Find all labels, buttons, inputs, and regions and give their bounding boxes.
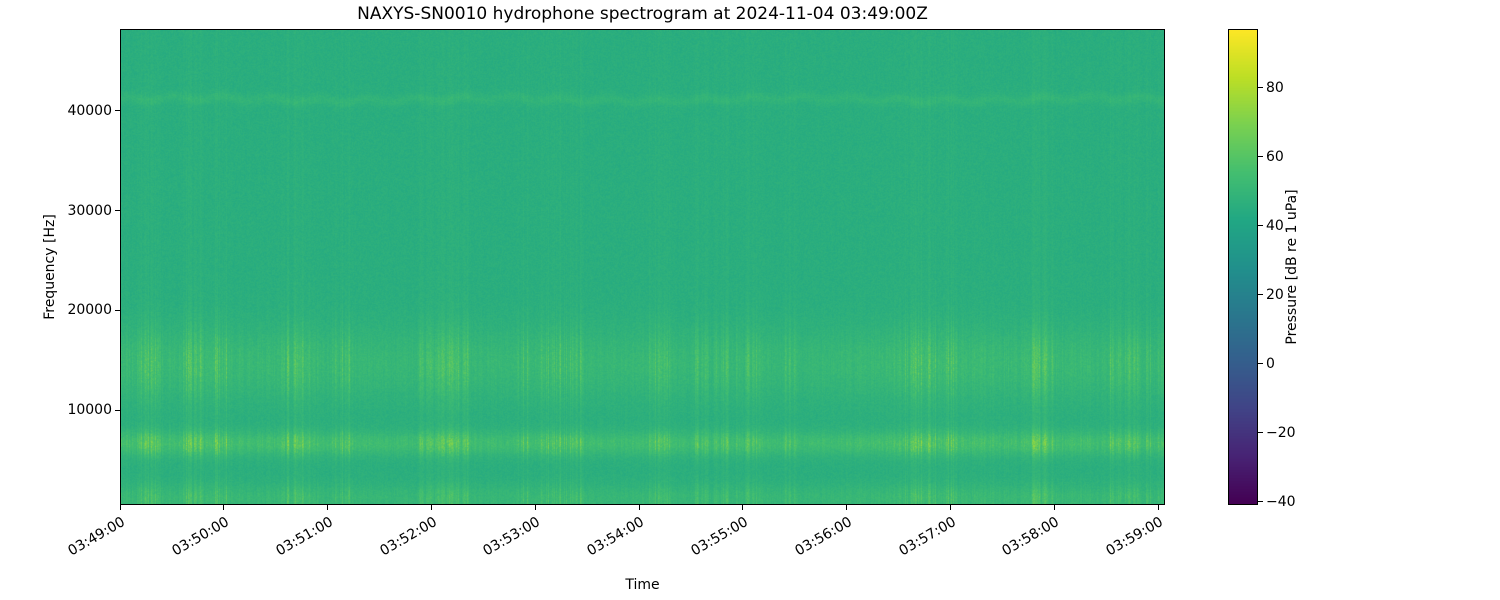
x-tick-mark [534, 505, 536, 510]
colorbar-tick-mark [1258, 87, 1263, 89]
x-tick-label: 03:54:00 [584, 514, 648, 560]
plot-area [120, 29, 1165, 505]
colorbar-tick-mark [1258, 363, 1263, 365]
y-tick-mark [115, 409, 120, 411]
colorbar-tick-label: −20 [1266, 424, 1296, 441]
colorbar-tick-mark [1258, 501, 1263, 503]
x-tick-mark [119, 505, 121, 510]
colorbar-tick-mark [1258, 294, 1263, 296]
x-tick-mark [638, 505, 640, 510]
colorbar-gradient-canvas [1229, 30, 1257, 504]
y-axis-label: Frequency [Hz] [42, 214, 58, 320]
x-tick-label: 03:52:00 [376, 514, 440, 560]
y-tick-label: 20000 [67, 302, 112, 319]
x-tick-label: 03:56:00 [792, 514, 855, 560]
colorbar [1228, 29, 1258, 505]
x-tick-label: 03:49:00 [65, 514, 128, 560]
x-tick-label: 03:59:00 [1103, 514, 1167, 560]
colorbar-tick-label: 0 [1266, 355, 1275, 372]
colorbar-tick-mark [1258, 432, 1263, 434]
x-tick-label: 03:53:00 [480, 514, 544, 560]
x-tick-mark [327, 505, 329, 510]
x-tick-label: 03:58:00 [999, 514, 1063, 560]
x-tick-mark [1157, 505, 1159, 510]
y-tick-label: 10000 [67, 402, 112, 419]
x-tick-label: 03:50:00 [169, 514, 232, 560]
x-tick-label: 03:51:00 [273, 514, 336, 560]
x-tick-mark [742, 505, 744, 510]
colorbar-tick-label: 20 [1266, 286, 1284, 303]
colorbar-label: Pressure [dB re 1 uPa] [1284, 189, 1300, 345]
x-tick-mark [949, 505, 951, 510]
x-axis-label: Time [625, 577, 660, 593]
y-tick-label: 40000 [67, 102, 112, 119]
x-tick-mark [430, 505, 432, 510]
y-tick-mark [115, 210, 120, 212]
y-tick-mark [115, 309, 120, 311]
colorbar-tick-mark [1258, 156, 1263, 158]
y-tick-label: 30000 [67, 202, 112, 219]
colorbar-tick-label: 60 [1266, 148, 1284, 165]
x-tick-mark [1053, 505, 1055, 510]
chart-title: NAXYS-SN0010 hydrophone spectrogram at 2… [357, 4, 928, 24]
x-tick-mark [223, 505, 225, 510]
colorbar-tick-mark [1258, 225, 1263, 227]
x-tick-label: 03:55:00 [688, 514, 751, 560]
y-tick-mark [115, 110, 120, 112]
x-tick-mark [846, 505, 848, 510]
colorbar-tick-label: 80 [1266, 79, 1284, 96]
colorbar-tick-label: −40 [1266, 493, 1296, 510]
spectrogram-heatmap-canvas [121, 30, 1164, 504]
colorbar-tick-label: 40 [1266, 217, 1284, 234]
x-tick-label: 03:57:00 [896, 514, 959, 560]
